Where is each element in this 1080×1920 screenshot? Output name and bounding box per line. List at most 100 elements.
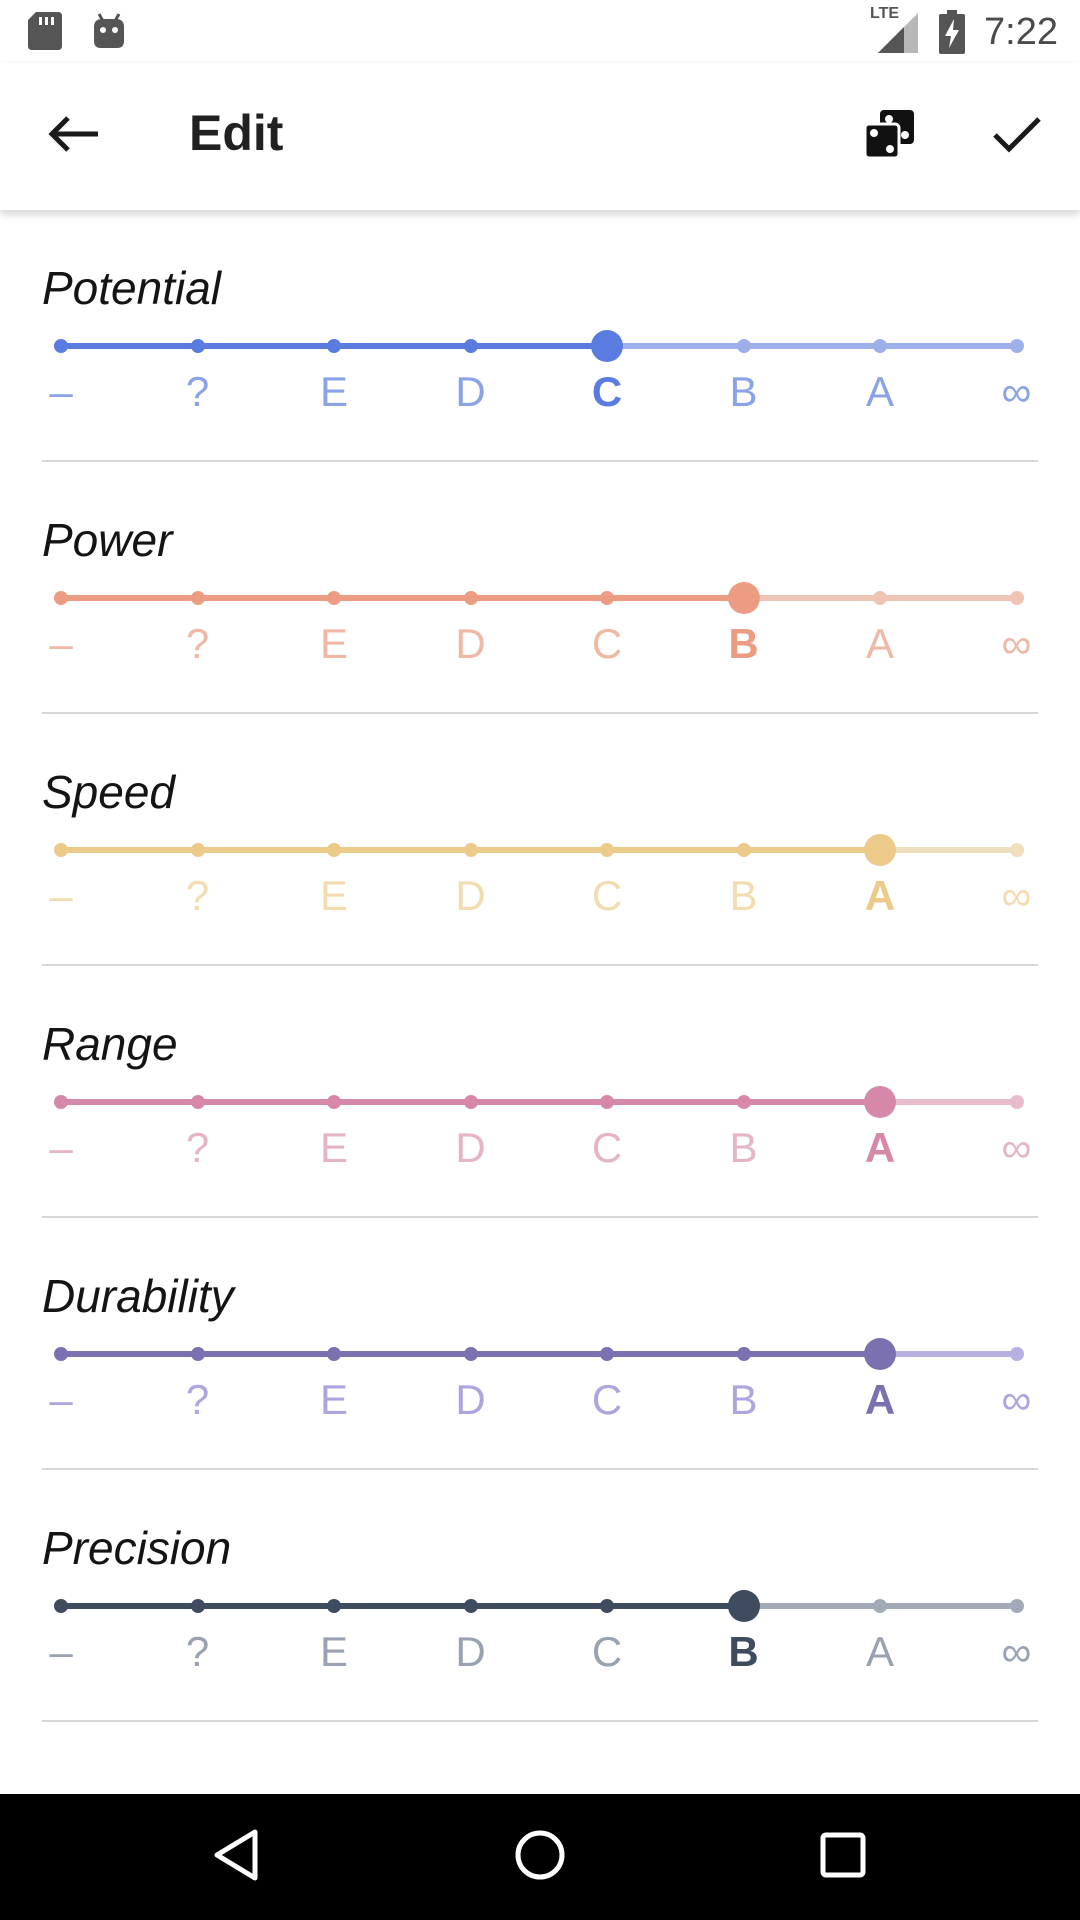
slider-tick[interactable] — [463, 1599, 478, 1613]
slider-tick[interactable] — [190, 843, 205, 857]
grade-label[interactable]: A — [865, 368, 894, 415]
randomize-button[interactable] — [844, 91, 934, 181]
slider-tick[interactable] — [327, 339, 341, 353]
slider-tick[interactable] — [190, 339, 205, 353]
grade-label[interactable]: ∞ — [1001, 620, 1032, 667]
grade-label[interactable]: D — [455, 1376, 486, 1423]
grade-label[interactable]: – — [49, 1376, 73, 1423]
slider-tick[interactable] — [463, 591, 478, 605]
grade-label[interactable]: – — [49, 1628, 73, 1675]
grade-label[interactable]: ∞ — [1001, 1628, 1032, 1675]
grade-label[interactable]: B — [729, 368, 758, 415]
slider-tick[interactable] — [54, 591, 68, 605]
grade-label[interactable]: C — [591, 1376, 623, 1423]
nav-home-button[interactable] — [495, 1812, 585, 1902]
grade-label[interactable]: E — [319, 368, 348, 415]
slider-tick[interactable] — [54, 339, 68, 353]
grade-label[interactable]: D — [455, 368, 486, 415]
grade-label[interactable]: ? — [185, 1376, 210, 1423]
grade-label[interactable]: – — [49, 1124, 73, 1171]
slider-tick[interactable] — [327, 843, 341, 857]
grade-label[interactable]: ∞ — [1001, 1376, 1032, 1423]
grade-label-selected[interactable]: A — [864, 1376, 896, 1423]
slider-tick[interactable] — [463, 843, 478, 857]
grade-label[interactable]: C — [591, 1124, 623, 1171]
grade-label[interactable]: B — [729, 872, 758, 919]
grade-label[interactable]: ? — [185, 1628, 210, 1675]
slider-tick[interactable] — [600, 1095, 614, 1109]
slider-tick[interactable] — [54, 1347, 68, 1361]
slider-tick[interactable] — [327, 591, 341, 605]
slider-tick[interactable] — [54, 843, 68, 857]
slider-thumb[interactable] — [727, 582, 760, 614]
slider-tick[interactable] — [736, 1095, 751, 1109]
grade-label[interactable]: E — [319, 1124, 348, 1171]
grade-label[interactable]: C — [591, 620, 623, 667]
slider-tick[interactable] — [736, 339, 751, 353]
slider-tick[interactable] — [600, 1347, 614, 1361]
slider-thumb[interactable] — [864, 1338, 896, 1370]
grade-label-selected[interactable]: A — [864, 872, 896, 919]
slider-tick[interactable] — [1009, 843, 1024, 857]
grade-label[interactable]: D — [455, 1124, 486, 1171]
grade-label[interactable]: – — [49, 368, 73, 415]
grade-label[interactable]: E — [319, 872, 348, 919]
slider-tick[interactable] — [600, 1599, 614, 1613]
grade-label[interactable]: ∞ — [1001, 1124, 1032, 1171]
slider-tick[interactable] — [190, 1599, 205, 1613]
slider-tick[interactable] — [327, 1095, 341, 1109]
grade-label[interactable]: A — [865, 620, 894, 667]
grade-label[interactable]: ? — [185, 1124, 210, 1171]
slider-tick[interactable] — [54, 1599, 68, 1613]
slider-tick[interactable] — [463, 1095, 478, 1109]
slider-tick[interactable] — [327, 1599, 341, 1613]
slider-tick[interactable] — [736, 843, 751, 857]
slider-thumb[interactable] — [727, 1590, 760, 1622]
slider-thumb[interactable] — [591, 330, 623, 362]
slider-tick[interactable] — [1009, 591, 1024, 605]
slider-tick[interactable] — [1009, 1599, 1024, 1613]
grade-label[interactable]: B — [729, 1124, 758, 1171]
grade-label[interactable]: ? — [185, 620, 210, 667]
grade-label-selected[interactable]: B — [728, 620, 759, 667]
slider-tick[interactable] — [600, 843, 614, 857]
slider-thumb[interactable] — [864, 834, 896, 866]
grade-label-selected[interactable]: A — [864, 1124, 896, 1171]
slider-tick[interactable] — [190, 1095, 205, 1109]
grade-label[interactable]: A — [865, 1628, 894, 1675]
grade-label[interactable]: E — [319, 620, 348, 667]
grade-label[interactable]: ? — [185, 368, 210, 415]
grade-label[interactable]: E — [319, 1628, 348, 1675]
slider-tick[interactable] — [873, 339, 887, 353]
grade-label[interactable]: ∞ — [1001, 872, 1032, 919]
slider-tick[interactable] — [736, 1347, 751, 1361]
grade-label[interactable]: – — [49, 872, 73, 919]
grade-label[interactable]: – — [49, 620, 73, 667]
confirm-button[interactable] — [972, 91, 1062, 181]
slider-tick[interactable] — [327, 1347, 341, 1361]
nav-back-button[interactable] — [191, 1812, 281, 1902]
slider-tick[interactable] — [1009, 1095, 1024, 1109]
grade-label[interactable]: D — [455, 872, 486, 919]
grade-label[interactable]: D — [455, 620, 486, 667]
slider-tick[interactable] — [463, 1347, 478, 1361]
slider-tick[interactable] — [600, 591, 614, 605]
slider-tick[interactable] — [190, 591, 205, 605]
grade-label[interactable]: D — [455, 1628, 486, 1675]
slider-tick[interactable] — [190, 1347, 205, 1361]
slider-tick[interactable] — [463, 339, 478, 353]
grade-label-selected[interactable]: C — [591, 368, 623, 415]
slider-tick[interactable] — [1009, 339, 1024, 353]
slider-tick[interactable] — [873, 1599, 887, 1613]
grade-label-selected[interactable]: B — [728, 1628, 759, 1675]
slider-thumb[interactable] — [864, 1086, 896, 1118]
grade-label[interactable]: ∞ — [1001, 368, 1032, 415]
grade-label[interactable]: C — [591, 872, 623, 919]
slider-tick[interactable] — [873, 591, 887, 605]
grade-label[interactable]: B — [729, 1376, 758, 1423]
slider-tick[interactable] — [1009, 1347, 1024, 1361]
slider-tick[interactable] — [54, 1095, 68, 1109]
grade-label[interactable]: ? — [185, 872, 210, 919]
nav-recents-button[interactable] — [798, 1812, 888, 1902]
back-button[interactable] — [29, 91, 119, 181]
